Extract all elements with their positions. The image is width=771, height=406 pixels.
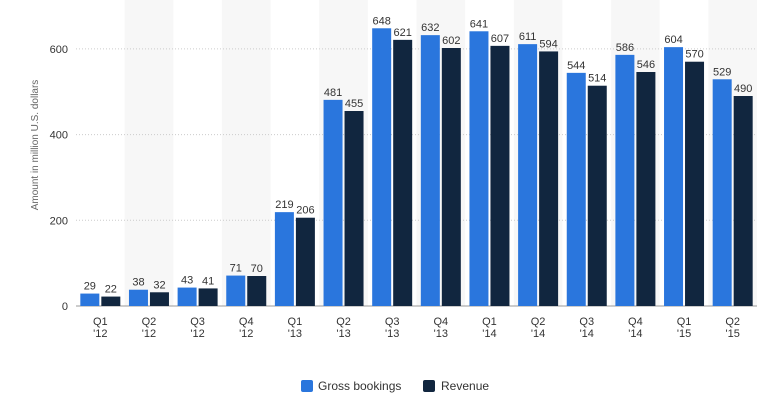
x-tick-label: Q2'15 (725, 316, 740, 340)
x-tick-label: Q3'14 (579, 316, 594, 340)
bar-revenue (539, 51, 559, 306)
background-band (124, 0, 174, 306)
bar-gross-bookings (615, 54, 635, 306)
bar-gross-bookings (226, 275, 246, 306)
x-tick-label: Q4'14 (628, 316, 643, 340)
bar-revenue (490, 45, 510, 306)
data-label-gross-bookings: 29 (84, 281, 96, 293)
legend-swatch-revenue (423, 380, 435, 392)
data-label-gross-bookings: 219 (275, 199, 293, 211)
bar-gross-bookings (420, 35, 440, 307)
data-label-revenue: 41 (202, 275, 214, 287)
x-tick-label: Q1'13 (288, 316, 303, 340)
y-tick-label: 200 (50, 215, 68, 227)
data-label-revenue: 455 (345, 98, 363, 110)
bar-revenue (198, 288, 218, 306)
bar-gross-bookings (372, 28, 392, 307)
bars (80, 28, 753, 307)
bar-gross-bookings (469, 31, 489, 307)
data-label-gross-bookings: 611 (519, 31, 537, 43)
bar-gross-bookings (518, 44, 538, 307)
bar-gross-bookings (323, 99, 343, 306)
background-bands (124, 0, 757, 306)
data-label-gross-bookings: 481 (324, 87, 342, 99)
legend-label-revenue: Revenue (441, 379, 489, 393)
data-label-gross-bookings: 586 (616, 42, 634, 54)
data-label-revenue: 621 (393, 27, 411, 39)
data-label-revenue: 602 (442, 35, 460, 47)
x-tick-label: Q1'14 (482, 316, 497, 340)
y-tick-label: 600 (50, 44, 68, 56)
background-band (221, 0, 271, 306)
bar-revenue (685, 61, 705, 306)
x-tick-label: Q4'12 (239, 316, 254, 340)
data-label-gross-bookings: 604 (664, 34, 682, 46)
bar-revenue (733, 96, 753, 306)
x-tick-label: Q2'12 (142, 316, 157, 340)
bar-gross-bookings (566, 72, 586, 306)
bar-revenue (149, 292, 169, 306)
x-tick-label: Q1'12 (93, 316, 108, 340)
bar-gross-bookings (712, 79, 732, 307)
bar-revenue (295, 217, 315, 306)
bar-gross-bookings (80, 293, 100, 306)
bar-revenue (393, 39, 413, 306)
data-label-revenue: 607 (491, 33, 509, 45)
bar-revenue (247, 276, 267, 306)
legend-swatch-gross-bookings (301, 380, 313, 392)
data-label-revenue: 514 (588, 73, 606, 85)
bar-gross-bookings (177, 287, 197, 306)
y-axis-label: Amount in million U.S. dollars (30, 80, 41, 211)
data-label-gross-bookings: 529 (713, 66, 731, 78)
legend: Gross bookings Revenue (301, 379, 489, 393)
data-label-revenue: 206 (296, 205, 314, 217)
x-tick-label: Q3'12 (190, 316, 205, 340)
data-label-gross-bookings: 641 (470, 18, 488, 30)
y-axis-ticks: 0 200 400 600 (50, 44, 68, 313)
x-axis-ticks: Q1'12 Q2'12 Q3'12 Q4'12 Q1'13 Q2'13 Q3'13 Q4'13… (93, 316, 740, 340)
data-label-gross-bookings: 43 (181, 275, 193, 287)
x-tick-label: Q4'13 (433, 316, 448, 340)
bar-revenue (344, 111, 364, 306)
bar-gross-bookings (128, 289, 148, 306)
data-label-revenue: 70 (251, 263, 263, 275)
bar-revenue (636, 72, 656, 306)
x-tick-label: Q3'13 (385, 316, 400, 340)
x-tick-label: Q1'15 (677, 316, 692, 340)
data-label-revenue: 546 (637, 59, 655, 71)
bar-gross-bookings (274, 212, 294, 306)
x-tick-label: Q2'13 (336, 316, 351, 340)
legend-label-gross-bookings: Gross bookings (318, 379, 401, 393)
data-label-revenue: 570 (685, 49, 703, 61)
bar-revenue (587, 85, 607, 306)
y-tick-label: 0 (62, 301, 68, 313)
data-label-revenue: 22 (105, 284, 117, 296)
data-label-gross-bookings: 71 (230, 263, 242, 275)
data-label-gross-bookings: 648 (372, 15, 390, 27)
data-label-gross-bookings: 632 (421, 22, 439, 34)
data-label-revenue: 32 (153, 279, 165, 291)
bar-revenue (101, 296, 121, 306)
x-tick-label: Q2'14 (531, 316, 546, 340)
data-label-gross-bookings: 38 (132, 277, 144, 289)
y-tick-label: 400 (50, 130, 68, 142)
data-label-gross-bookings: 544 (567, 60, 585, 72)
bar-gross-bookings (664, 47, 684, 307)
bar-revenue (441, 48, 461, 306)
data-label-revenue: 594 (539, 38, 557, 50)
data-label-revenue: 490 (734, 83, 752, 95)
